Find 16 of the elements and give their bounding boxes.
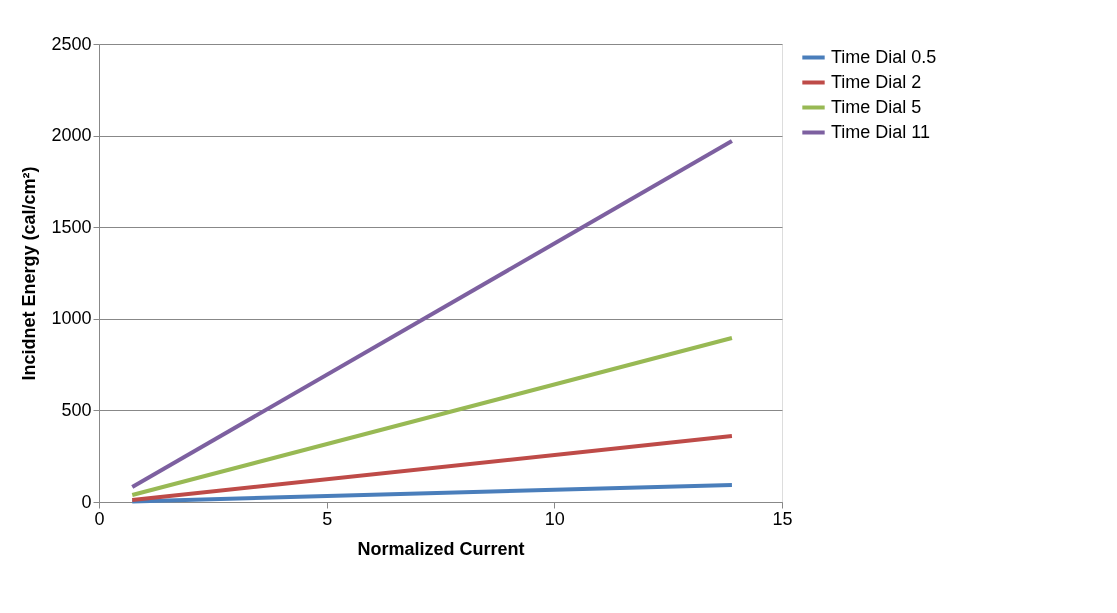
x-tick-label: 0: [94, 508, 105, 529]
x-axis-title: Normalized Current: [357, 538, 525, 559]
y-tick-label: 2500: [51, 33, 92, 54]
y-tick-label: 2000: [51, 125, 92, 146]
y-tick-label: 500: [61, 399, 92, 420]
y-tick-label: 0: [81, 491, 92, 512]
legend-label: Time Dial 0.5: [831, 46, 937, 67]
y-tick-label: 1500: [51, 216, 92, 237]
y-axis-title: Incidnet Energy (cal/cm²): [19, 166, 40, 381]
x-tick-label: 5: [322, 508, 333, 529]
x-tick-label: 15: [772, 508, 793, 529]
legend-label: Time Dial 5: [831, 96, 922, 117]
y-tick-label: 1000: [51, 308, 92, 329]
legend-label: Time Dial 11: [831, 121, 931, 142]
x-tick-label: 10: [544, 508, 565, 529]
legend-label: Time Dial 2: [831, 71, 922, 92]
